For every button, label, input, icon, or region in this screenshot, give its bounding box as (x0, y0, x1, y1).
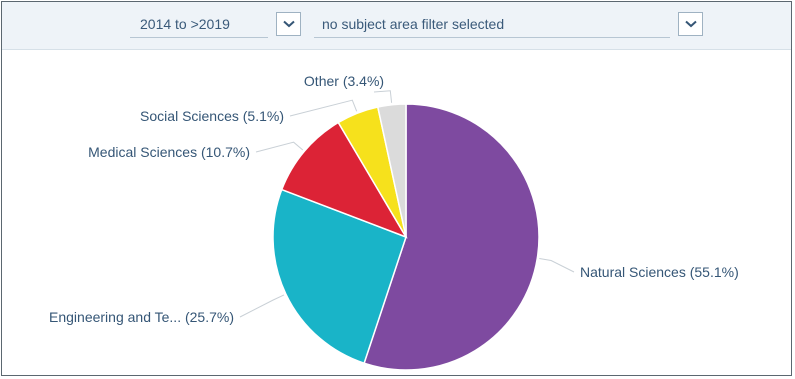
chevron-down-icon (684, 20, 697, 28)
pie-slice-medical-sciences[interactable] (280, 121, 408, 239)
pie-slice-engineering-and-te[interactable] (272, 188, 407, 365)
slice-label: Other (3.4%) (304, 73, 384, 89)
year-range-dropdown-button[interactable] (276, 12, 301, 36)
leader-line (539, 258, 575, 273)
leader-line (373, 90, 393, 103)
leader-line (255, 141, 304, 153)
slice-label: Social Sciences (5.1%) (140, 108, 284, 124)
chevron-down-icon (282, 20, 295, 28)
slice-label: Engineering and Te... (25.7%) (49, 309, 234, 325)
leader-line (289, 99, 358, 117)
year-range-filter[interactable]: 2014 to >2019 (130, 9, 301, 39)
slice-label: Medical Sciences (10.7%) (88, 144, 250, 160)
pie-chart: Natural Sciences (55.1%) Engineering and … (49, 73, 739, 371)
subject-area-value: no subject area filter selected (314, 10, 670, 38)
year-range-value: 2014 to >2019 (130, 10, 268, 38)
pie-slice-natural-sciences[interactable] (363, 103, 540, 371)
leader-line (239, 294, 285, 318)
subject-area-filter[interactable]: no subject area filter selected (314, 9, 703, 39)
subject-area-dropdown-button[interactable] (678, 12, 703, 36)
filter-bar: 2014 to >2019 no subject area filter sel… (2, 2, 791, 50)
pie-slice-other[interactable] (376, 103, 407, 238)
slice-label: Natural Sciences (55.1%) (580, 264, 739, 280)
